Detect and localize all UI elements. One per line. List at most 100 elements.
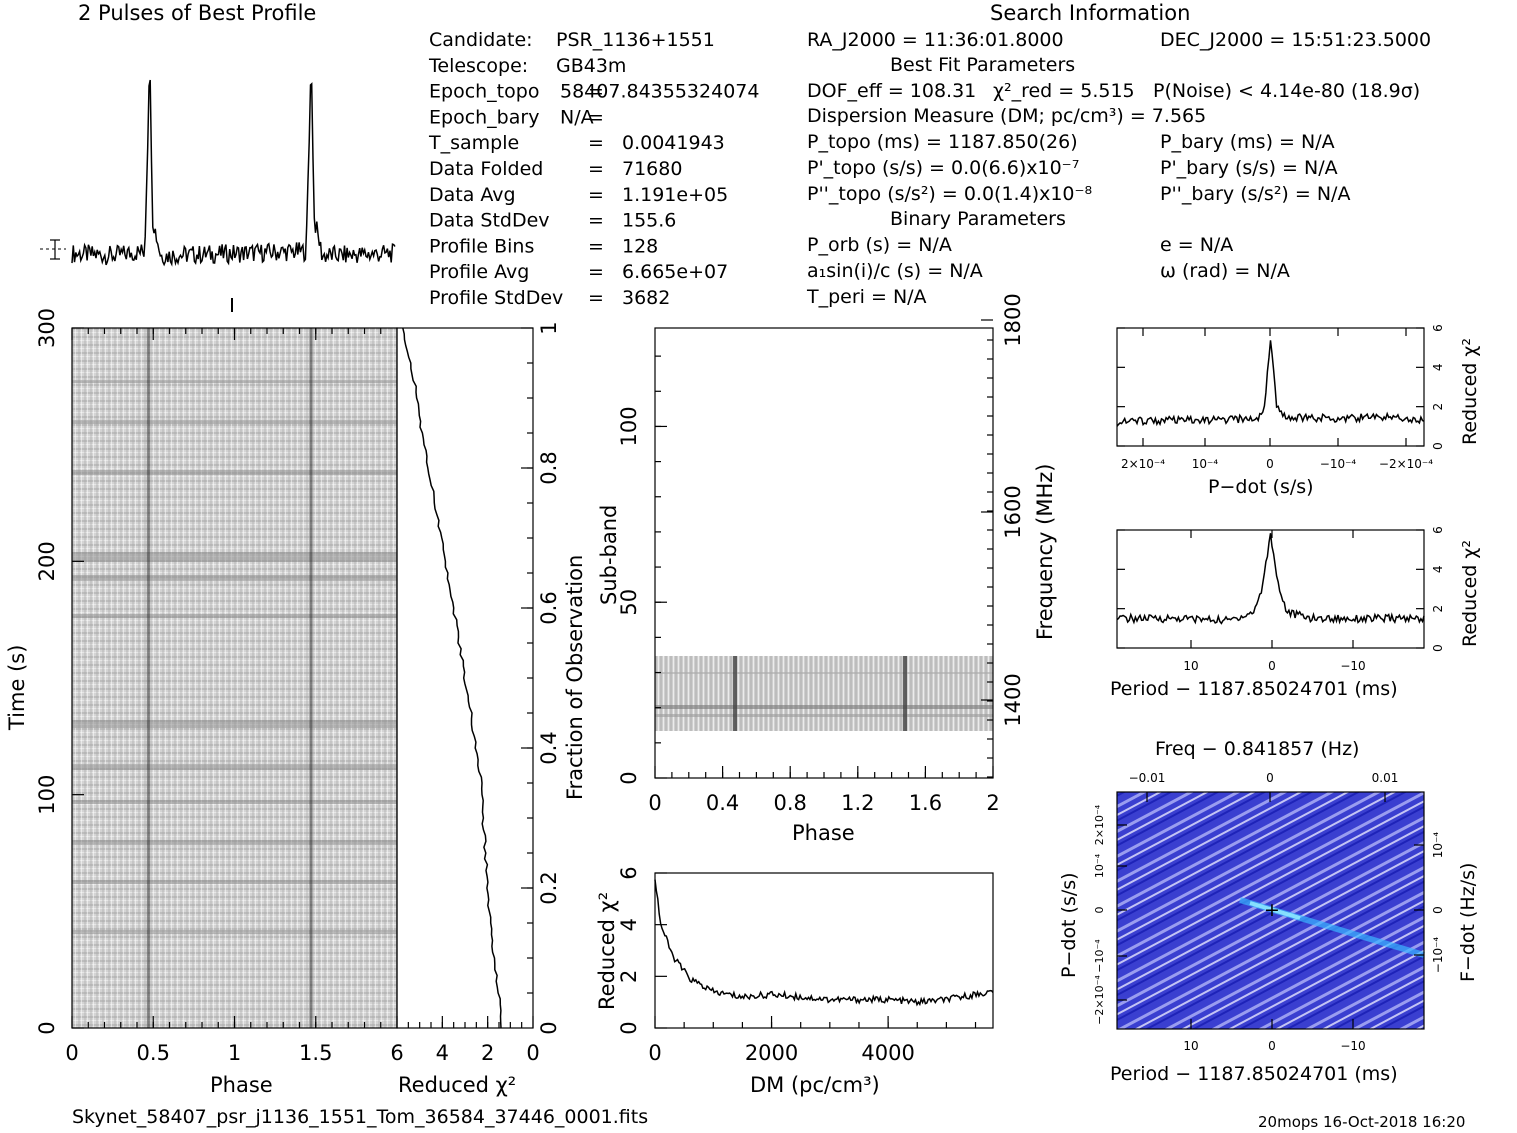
search-info-title: Search Information (990, 1, 1190, 25)
cum-xtick-label: 6 (390, 1041, 403, 1065)
period-pdot-ridge-core (1249, 901, 1301, 920)
dm-xtick-label: 2000 (745, 1041, 798, 1065)
dm-xtick-label: 0 (648, 1041, 661, 1065)
info-mid-block: RA_J2000 = 11:36:01.8000 DEC_J2000 = 15:… (806, 29, 1431, 308)
cumulative-chi2-ylabel: Fraction of Observation (563, 555, 587, 800)
cum-xtick-label: 2 (481, 1041, 494, 1065)
pp-xtick-top-label: −0.01 (1129, 771, 1166, 785)
best-fit-title: Best Fit Parameters (890, 54, 1075, 76)
time-phase-pulse-track (309, 328, 313, 1028)
p-topo-value: P_topo (ms) = 1187.850(26) (807, 131, 1078, 153)
pp-xtick-label: −10 (1340, 1039, 1365, 1053)
time-phase-plot: 0 0.5 1 1.5 0 100 200 300 Phase Time (s) (5, 308, 398, 1097)
subband-ylabel: Sub-band (597, 505, 621, 605)
chi2-ytick-label: 2 (1431, 605, 1445, 613)
info-sep: = (588, 210, 604, 232)
a1sini-value: a₁sin(i)/c (s) = N/A (807, 260, 983, 282)
chi2-xtick-label: 10⁻⁴ (1192, 457, 1219, 471)
freq-tick-label: 1600 (1001, 485, 1025, 538)
time-phase-ylabel: Time (s) (5, 645, 29, 731)
info-value: 58407.84355324074 (560, 81, 759, 103)
time-phase-dark-row (72, 720, 397, 728)
chi2-value: χ²_red = 5.515 (993, 80, 1135, 102)
chi2-xtick-label: 0 (1266, 457, 1274, 471)
pp-xtick-label: 0 (1268, 1039, 1276, 1053)
time-phase-ytick-label: 300 (35, 308, 59, 348)
pp-ytick-label: −10⁻⁴ (1093, 939, 1106, 973)
dm-curve (654, 879, 994, 1007)
pdot-chi2-ylabel: Reduced χ² (1459, 338, 1481, 445)
pdot-chi2-xlabel: P−dot (s/s) (1208, 476, 1314, 498)
cum-ytick-label: 0.6 (537, 591, 561, 624)
chi2-ytick-label: 2 (1431, 403, 1445, 411)
pp-ytick-right-label: 10⁻⁴ (1431, 832, 1445, 859)
dof-value: DOF_eff = 108.31 (807, 80, 976, 102)
p-bary-value: P_bary (ms) = N/A (1160, 131, 1335, 153)
dm-ytick-label: 0 (617, 1021, 641, 1034)
frequency-ylabel: Frequency (MHz) (1033, 464, 1057, 640)
pp-ytick-label: 10⁻⁴ (1093, 853, 1106, 878)
subband-xlabel: Phase (792, 821, 855, 845)
info-left-block: Candidate: PSR_1136+1551 Telescope: GB43m Ep… (428, 29, 759, 309)
pp-xtick-label: 10 (1183, 1039, 1198, 1053)
info-label: Profile Avg (429, 261, 529, 283)
sb-ytick-label: 0 (617, 771, 641, 784)
ra-value: RA_J2000 = 11:36:01.8000 (807, 29, 1064, 51)
dec-value: DEC_J2000 = 15:51:23.5000 (1160, 29, 1431, 51)
time-phase-xtick-label: 0 (65, 1041, 78, 1065)
time-phase-heatmap-cols (72, 328, 397, 1028)
freq-tick-label: 1800 (1001, 293, 1025, 346)
info-value: GB43m (556, 55, 626, 77)
dm-xtick-label: 4000 (861, 1041, 914, 1065)
footer-filename: Skynet_58407_psr_j1136_1551_Tom_36584_37… (72, 1106, 648, 1128)
subband-band-2 (655, 714, 993, 717)
info-value: 0.0041943 (622, 132, 725, 154)
chi2-ytick-label: 0 (1431, 644, 1445, 652)
chi2-xtick-label: 2×10⁻⁴ (1121, 457, 1165, 471)
cumulative-chi2-curve (402, 327, 502, 1029)
period-pdot-ylabel-right: F−dot (Hz/s) (1457, 863, 1479, 982)
chi2-xtick-label: 10 (1183, 659, 1198, 673)
dm-ytick-label: 6 (617, 866, 641, 879)
info-label: Epoch_topo (429, 81, 539, 103)
period-pdot-top-label: Freq − 0.841857 (Hz) (1155, 738, 1359, 760)
info-sep: = (588, 261, 604, 283)
time-phase-xtick-label: 1 (228, 1041, 241, 1065)
info-label: Telescope: (428, 55, 528, 77)
dm-plot: 0 2000 4000 0 2 4 6 DM (pc/cm³) Reduced χ² (595, 866, 994, 1097)
period-chi2-plot: 10 0 −10 0 2 4 6 Period − 1187.85024701 (ms) R… (1110, 526, 1481, 700)
period-pdot-plot: + 10 0 −10 −0.01 0 0.01 2×10⁻⁴ 10⁻⁴ 0 −10⁻⁴ −2×10⁻… (1058, 738, 1479, 1085)
info-value: 3682 (622, 287, 670, 309)
chi2-xtick-label: −2×10⁻⁴ (1379, 457, 1433, 471)
time-phase-dark-row (72, 380, 397, 383)
pd-bary-value: P'_bary (s/s) = N/A (1160, 157, 1338, 179)
subband-pulse-1 (733, 656, 737, 731)
sb-xtick-label: 2 (986, 791, 999, 815)
freq-tick-label: 1400 (1001, 673, 1025, 726)
info-sep: = (588, 287, 604, 309)
time-phase-pulse-track (146, 328, 150, 1028)
pp-xtick-top-label: 0.01 (1372, 771, 1399, 785)
period-chi2-curve (1116, 533, 1425, 625)
info-label: Profile StdDev (429, 287, 563, 309)
cum-ytick-label: 0.2 (537, 871, 561, 904)
info-label: Data StdDev (429, 210, 550, 232)
pdot-chi2-curve (1116, 340, 1425, 427)
time-phase-ytick-label: 0 (35, 1021, 59, 1034)
info-value: 155.6 (622, 210, 676, 232)
pp-ytick-label: 2×10⁻⁴ (1093, 804, 1106, 845)
pp-xtick-top-label: 0 (1266, 771, 1274, 785)
cum-ytick-label: 1 (537, 321, 561, 334)
dm-frame (654, 872, 994, 1029)
profile-plot (40, 79, 396, 312)
time-phase-bands (72, 328, 397, 1028)
cum-xtick-label: 4 (436, 1041, 449, 1065)
period-chi2-frame (1116, 529, 1425, 649)
pd-topo-value: P'_topo (s/s) = 0.0(6.6)x10⁻⁷ (807, 157, 1079, 179)
tperi-value: T_peri = N/A (806, 286, 927, 308)
sb-xtick-label: 0 (648, 791, 661, 815)
ecc-value: e = N/A (1160, 234, 1233, 256)
info-value: 128 (622, 235, 658, 257)
period-pdot-best-marker: + (1264, 899, 1280, 921)
info-value: 1.191e+05 (622, 184, 728, 206)
